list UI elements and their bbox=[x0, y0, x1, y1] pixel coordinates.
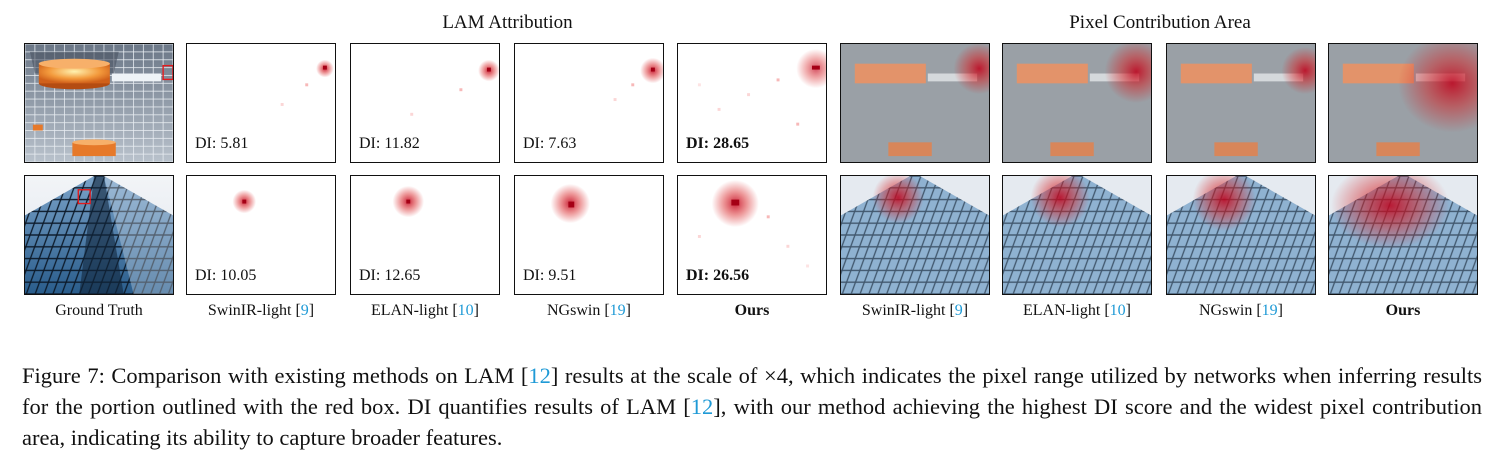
lam-ours-building: DI: 26.56 bbox=[677, 175, 827, 295]
citation-link[interactable]: 10 bbox=[457, 302, 474, 319]
lam-attribution-header: LAM Attribution bbox=[442, 12, 573, 33]
caption-elan-light: ELAN-light [10] bbox=[371, 302, 479, 319]
caption-ours-pca: Ours bbox=[1385, 302, 1421, 319]
figure-caption: Figure 7: Comparison with existing metho… bbox=[22, 363, 1483, 450]
lam-ngswin-building: DI: 9.51 bbox=[514, 175, 664, 295]
citation-link[interactable]: 19 bbox=[1261, 302, 1278, 319]
caption-swinir-light: SwinIR-light [9] bbox=[207, 302, 315, 319]
caption-ours: Ours bbox=[734, 302, 770, 319]
citation-link[interactable]: 9 bbox=[300, 302, 309, 319]
pca-swinir-ceiling bbox=[840, 43, 990, 163]
di-score: DI: 26.56 bbox=[686, 267, 750, 284]
ground-truth-building-image bbox=[24, 175, 174, 295]
ground-truth-ceiling-image bbox=[24, 43, 174, 163]
lam-swinir-ceiling: DI: 5.81 bbox=[186, 43, 336, 163]
caption-swinir-light-pca: SwinIR-light [9] bbox=[861, 302, 969, 319]
citation-link[interactable]: 19 bbox=[609, 302, 626, 319]
di-score: DI: 9.51 bbox=[523, 267, 577, 284]
citation-link[interactable]: 10 bbox=[1109, 302, 1126, 319]
pca-ngswin-ceiling bbox=[1166, 43, 1316, 163]
caption-ngswin-pca: NGswin [19] bbox=[1199, 302, 1283, 319]
lam-elan-building: DI: 12.65 bbox=[350, 175, 500, 295]
caption-elan-light-pca: ELAN-light [10] bbox=[1023, 302, 1131, 319]
pixel-contribution-header: Pixel Contribution Area bbox=[1069, 12, 1251, 33]
di-score: DI: 5.81 bbox=[195, 135, 249, 152]
di-score: DI: 7.63 bbox=[523, 135, 577, 152]
di-score: DI: 11.82 bbox=[359, 135, 420, 152]
caption-ground-truth: Ground Truth bbox=[55, 302, 143, 319]
di-score: DI: 28.65 bbox=[686, 135, 750, 152]
lam-ngswin-ceiling: DI: 7.63 bbox=[514, 43, 664, 163]
pca-elan-ceiling bbox=[1002, 43, 1152, 163]
citation-link[interactable]: 9 bbox=[954, 302, 963, 319]
citation-link[interactable]: 12 bbox=[690, 394, 714, 419]
caption-ngswin: NGswin [19] bbox=[547, 302, 631, 319]
pca-ours-ceiling bbox=[1328, 43, 1478, 163]
di-score: DI: 12.65 bbox=[359, 267, 421, 284]
lam-ours-ceiling: DI: 28.65 bbox=[677, 43, 827, 163]
pca-ngswin-building bbox=[1166, 175, 1316, 295]
lam-swinir-building: DI: 10.05 bbox=[186, 175, 336, 295]
citation-link[interactable]: 12 bbox=[528, 363, 551, 388]
lam-elan-ceiling: DI: 11.82 bbox=[350, 43, 500, 163]
pca-elan-building bbox=[1002, 175, 1152, 295]
pca-ours-building bbox=[1328, 175, 1478, 295]
di-score: DI: 10.05 bbox=[195, 267, 257, 284]
pca-swinir-building bbox=[840, 175, 990, 295]
